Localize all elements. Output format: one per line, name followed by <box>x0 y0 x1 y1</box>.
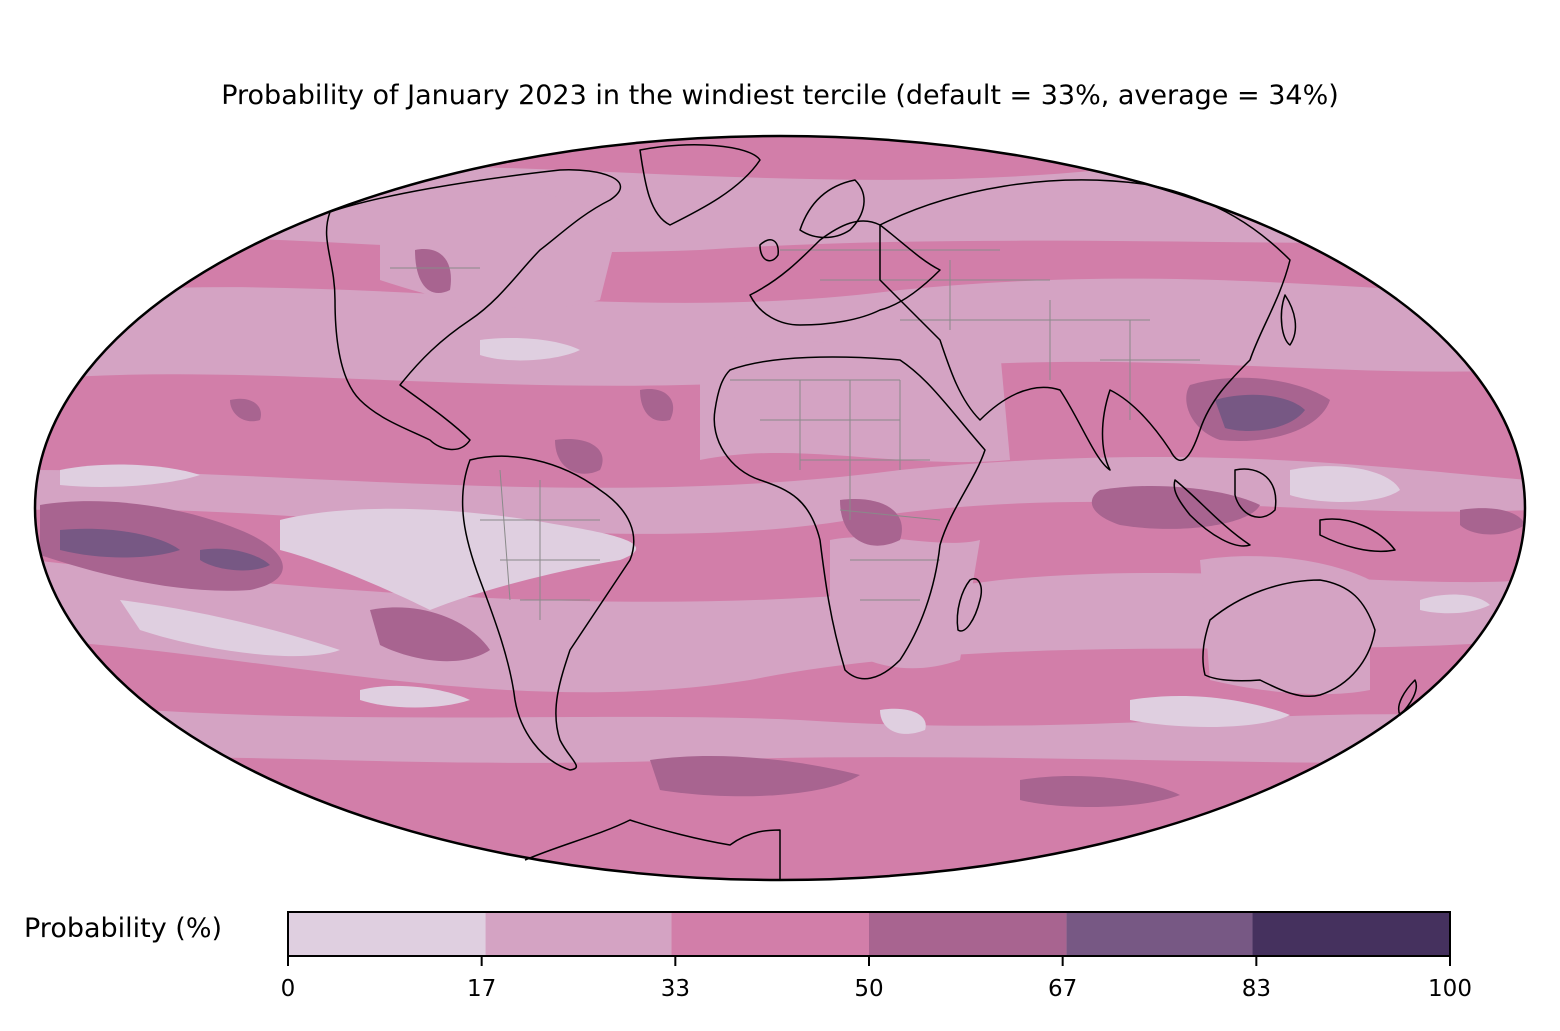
colorbar-bin-0 <box>288 912 486 956</box>
colorbar-tick-label: 50 <box>854 976 883 1002</box>
madagascar-coast <box>956 578 982 632</box>
field-patch <box>1460 508 1525 535</box>
colorbar-tick-label: 17 <box>467 976 496 1002</box>
colorbar-bin-1 <box>485 912 672 956</box>
coastlines <box>325 144 1417 880</box>
field-patch <box>60 464 200 487</box>
scandinavia-coast <box>799 179 865 239</box>
field-band <box>35 560 1525 693</box>
colorbar-tick-label: 67 <box>1048 976 1077 1002</box>
field-patch <box>1215 394 1305 431</box>
field-patch <box>370 607 490 662</box>
colorbar-tick-label: 83 <box>1242 976 1271 1002</box>
australia-coast <box>1202 579 1376 698</box>
field-patch <box>230 398 261 422</box>
borneo-coast <box>1234 468 1277 518</box>
field-patch <box>480 338 580 361</box>
europe-coast <box>749 220 941 326</box>
colorbar-tick-label: 0 <box>281 976 296 1002</box>
new-guinea-coast <box>1319 518 1396 553</box>
south-america-coast <box>461 455 635 771</box>
field-patch <box>840 499 902 546</box>
colorbar-ticks: 0 17 33 50 67 83 100 <box>281 956 1472 1002</box>
british-isles-coast <box>759 239 779 262</box>
indonesia-coast <box>1173 479 1251 547</box>
field-patch <box>1020 775 1180 807</box>
probability-field <box>35 136 1525 880</box>
greenland-coast <box>639 144 761 226</box>
field-patch <box>555 439 603 474</box>
colorbar-bin-2 <box>671 912 869 956</box>
map-frame <box>33 134 1527 882</box>
field-patch <box>200 548 270 571</box>
field-band <box>35 278 1525 386</box>
field-patch <box>1290 466 1400 502</box>
field-band <box>1200 556 1370 695</box>
field-patch <box>650 755 860 797</box>
field-band <box>35 700 1525 763</box>
japan-coast <box>1280 294 1297 346</box>
colorbar-tick-label: 100 <box>1428 976 1472 1002</box>
north-america-coast <box>325 169 622 451</box>
field-patch <box>640 389 674 421</box>
colorbar-bins <box>288 912 1450 956</box>
field-patch <box>360 685 470 708</box>
colorbar-label: Probability (%) <box>24 913 223 944</box>
africa-coast <box>713 356 986 680</box>
antarctica-coast <box>524 819 781 880</box>
field-patch <box>120 600 340 657</box>
field-patch <box>880 708 926 734</box>
field-patch <box>1130 695 1290 727</box>
colorbar-bin-3 <box>869 912 1067 956</box>
map-title: Probability of January 2023 in the windi… <box>221 80 1339 111</box>
field-band <box>700 337 1010 463</box>
colorbar-tick-label: 33 <box>661 976 690 1002</box>
country-borders <box>390 249 1200 620</box>
field-patch <box>60 528 180 558</box>
field-patch <box>280 508 637 610</box>
field-patch <box>1420 594 1490 614</box>
field-patch <box>415 249 451 294</box>
colorbar-bin-5 <box>1252 912 1450 956</box>
field-band <box>830 537 980 669</box>
colorbar-bin-4 <box>1066 912 1253 956</box>
